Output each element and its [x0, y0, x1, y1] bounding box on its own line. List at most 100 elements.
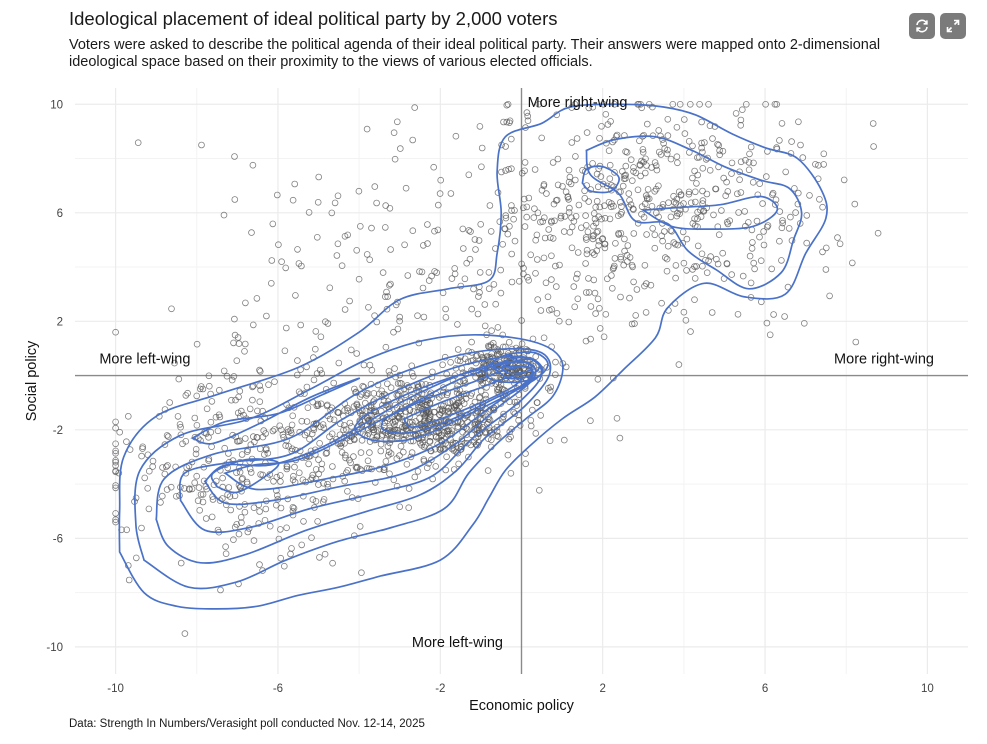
- scatter-point: [231, 196, 239, 203]
- scatter-point: [551, 217, 558, 225]
- scatter-point: [698, 144, 705, 152]
- scatter-point: [675, 188, 683, 196]
- scatter-point: [407, 453, 415, 461]
- scatter-point: [599, 180, 607, 188]
- scatter-point: [543, 190, 550, 197]
- scatter-point: [448, 275, 456, 282]
- y-tick-label: -10: [46, 642, 63, 654]
- scatter-point: [502, 167, 509, 174]
- scatter-point: [680, 308, 688, 316]
- scatter-point: [751, 265, 758, 273]
- scatter-point: [739, 272, 747, 280]
- scatter-point: [541, 234, 549, 242]
- scatter-point: [691, 198, 699, 206]
- scatter-point: [280, 562, 288, 570]
- scatter-point: [385, 448, 393, 456]
- scatter-point: [565, 178, 573, 186]
- scatter-point: [268, 257, 276, 264]
- scatter-point: [718, 207, 725, 214]
- scatter-point: [386, 436, 394, 444]
- scatter-point: [673, 153, 681, 161]
- scatter-point: [596, 203, 604, 211]
- scatter-point: [782, 168, 789, 176]
- scatter-point: [199, 498, 207, 506]
- scatter-point: [700, 207, 707, 214]
- scatter-point: [663, 255, 671, 263]
- scatter-point: [377, 447, 385, 455]
- scatter-point: [298, 417, 306, 425]
- scatter-point: [373, 199, 380, 207]
- scatter-point: [346, 297, 353, 305]
- scatter-point: [537, 218, 544, 226]
- scatter-point: [256, 398, 264, 406]
- scatter-point: [298, 262, 305, 270]
- scatter-point: [537, 307, 545, 314]
- scatter-point: [565, 166, 573, 174]
- scatter-point: [523, 109, 531, 116]
- scatter-point: [341, 306, 349, 313]
- scatter-point: [704, 154, 711, 162]
- scatter-point: [340, 421, 348, 429]
- scatter-point: [672, 274, 679, 282]
- scatter-point: [393, 482, 401, 490]
- scatter-point: [549, 159, 557, 166]
- scatter-point: [231, 315, 238, 323]
- scatter-point: [310, 420, 318, 428]
- scatter-point: [504, 101, 512, 108]
- scatter-point: [436, 445, 444, 453]
- scatter-point: [627, 156, 635, 164]
- scatter-point: [308, 534, 315, 541]
- scatter-point: [715, 231, 723, 239]
- scatter-point: [519, 204, 527, 212]
- scatter-point: [233, 521, 241, 528]
- scatter-point: [451, 265, 459, 272]
- scatter-point: [874, 229, 882, 237]
- scatter-point: [238, 451, 246, 458]
- scatter-point: [467, 228, 474, 235]
- scatter-point: [599, 235, 606, 242]
- scatter-point: [321, 550, 329, 558]
- scatter-point: [583, 129, 591, 136]
- refresh-button[interactable]: [909, 13, 935, 39]
- scatter-point: [479, 354, 487, 362]
- quadrant-annotation: More left-wing: [99, 351, 190, 367]
- scatter-point: [518, 169, 526, 177]
- scatter-point: [560, 228, 568, 235]
- scatter-point: [679, 228, 687, 236]
- density-contour: [203, 360, 537, 506]
- density-contour: [353, 358, 544, 443]
- scatter-point: [424, 417, 432, 425]
- scatter-point: [492, 300, 500, 308]
- scatter-point: [439, 361, 446, 369]
- scatter-point: [504, 451, 512, 459]
- scatter-point: [667, 155, 675, 163]
- scatter-point: [709, 135, 716, 142]
- scatter-point: [745, 166, 753, 174]
- scatter-point: [247, 469, 255, 476]
- scatter-point: [260, 427, 268, 434]
- scatter-point: [494, 324, 502, 331]
- scatter-point: [661, 254, 669, 261]
- scatter-point: [508, 278, 516, 286]
- scatter-point: [680, 259, 688, 267]
- scatter-point: [112, 516, 119, 523]
- scatter-point: [616, 434, 624, 442]
- scatter-point: [672, 241, 679, 248]
- scatter-point: [487, 228, 495, 235]
- scatter-point: [344, 231, 352, 239]
- scatter-point: [664, 242, 672, 250]
- scatter-point: [497, 289, 505, 297]
- scatter-point: [363, 125, 371, 133]
- scatter-point: [382, 202, 390, 209]
- scatter-point: [651, 159, 659, 166]
- scatter-point: [458, 435, 466, 443]
- scatter-point: [604, 121, 612, 128]
- scatter-point: [230, 373, 238, 380]
- scatter-point: [171, 359, 178, 367]
- scatter-point: [552, 283, 560, 290]
- scatter-point: [418, 268, 426, 276]
- scatter-point: [575, 201, 583, 209]
- expand-button[interactable]: [940, 13, 966, 39]
- scatter-point: [291, 180, 299, 188]
- scatter-point: [507, 433, 514, 441]
